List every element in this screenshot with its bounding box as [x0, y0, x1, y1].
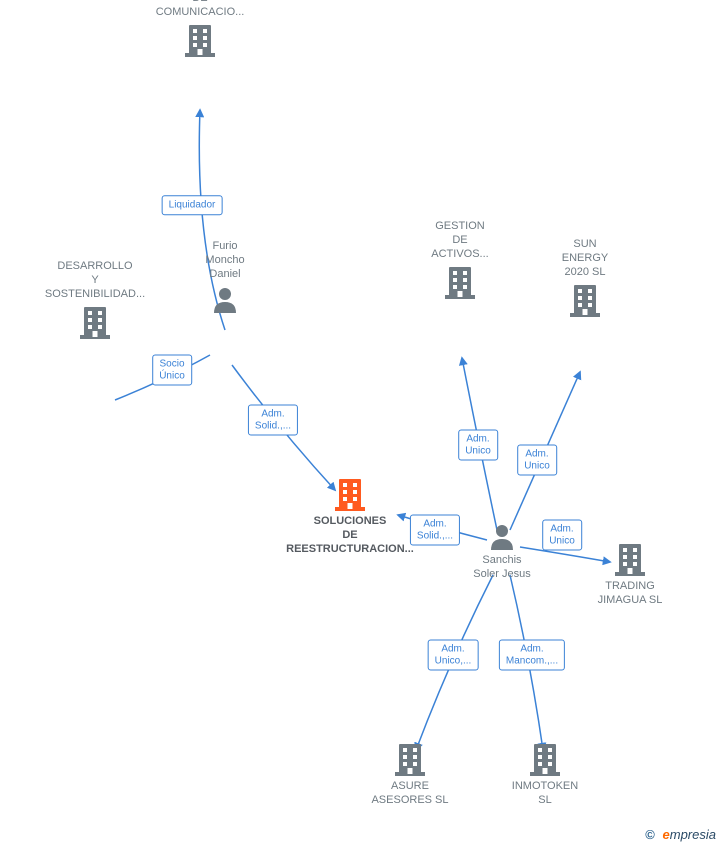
node-label: Sanchis Soler Jesus: [437, 554, 567, 582]
building-icon: [80, 305, 110, 339]
edge-label-sanchis-sun: Adm. Unico: [517, 445, 557, 476]
node-trading[interactable]: TRADING JIMAGUA SL: [565, 542, 695, 608]
edge-label-sanchis-asure: Adm. Unico,...: [428, 640, 479, 671]
building-icon: [530, 742, 560, 776]
node-label: TRADING JIMAGUA SL: [565, 580, 695, 608]
edges-layer: [0, 0, 728, 850]
node-inmotoken[interactable]: INMOTOKEN SL: [480, 742, 610, 808]
node-asure[interactable]: ASURE ASESORES SL: [345, 742, 475, 808]
node-label: SOLUCIONES DE REESTRUCTURACION...: [285, 515, 415, 556]
node-gestion[interactable]: GESTION DE ACTIVOS...: [395, 220, 525, 299]
brand-e: e: [663, 827, 670, 842]
node-furio[interactable]: Furio Moncho Daniel: [160, 240, 290, 313]
diagram-canvas: INICIATIVES DE COMUNICACIO... DESARROLLO…: [0, 0, 728, 850]
building-icon: [615, 542, 645, 576]
node-sun[interactable]: SUN ENERGY 2020 SL: [520, 238, 650, 317]
person-icon: [488, 522, 516, 550]
edge-label-furio-soluciones: Adm. Solid.,...: [248, 405, 298, 436]
node-label: DESARROLLO Y SOSTENIBILIDAD...: [30, 260, 160, 301]
edge-label-furio-iniciatives: Liquidador: [162, 195, 223, 215]
person-icon: [211, 285, 239, 313]
building-icon: [570, 283, 600, 317]
node-label: INMOTOKEN SL: [480, 780, 610, 808]
building-icon: [395, 742, 425, 776]
edge-label-furio-desarrollo: Socio Único: [152, 355, 192, 386]
building-icon: [335, 477, 365, 511]
node-desarrollo[interactable]: DESARROLLO Y SOSTENIBILIDAD...: [30, 260, 160, 339]
brand-rest: mpresia: [670, 827, 716, 842]
edge-label-sanchis-soluciones: Adm. Solid.,...: [410, 515, 460, 546]
edge-label-sanchis-inmotoken: Adm. Mancom.,...: [499, 640, 565, 671]
node-iniciatives[interactable]: INICIATIVES DE COMUNICACIO...: [135, 0, 265, 57]
copyright-symbol: ©: [645, 827, 655, 842]
node-soluciones[interactable]: SOLUCIONES DE REESTRUCTURACION...: [285, 477, 415, 556]
node-label: ASURE ASESORES SL: [345, 780, 475, 808]
node-label: INICIATIVES DE COMUNICACIO...: [135, 0, 265, 19]
building-icon: [445, 265, 475, 299]
edge-label-sanchis-gestion: Adm. Unico: [458, 430, 498, 461]
node-label: Furio Moncho Daniel: [160, 240, 290, 281]
node-label: SUN ENERGY 2020 SL: [520, 238, 650, 279]
node-label: GESTION DE ACTIVOS...: [395, 220, 525, 261]
building-icon: [185, 23, 215, 57]
edge-label-sanchis-trading: Adm. Unico: [542, 520, 582, 551]
footer-credit: © empresia: [645, 827, 716, 842]
